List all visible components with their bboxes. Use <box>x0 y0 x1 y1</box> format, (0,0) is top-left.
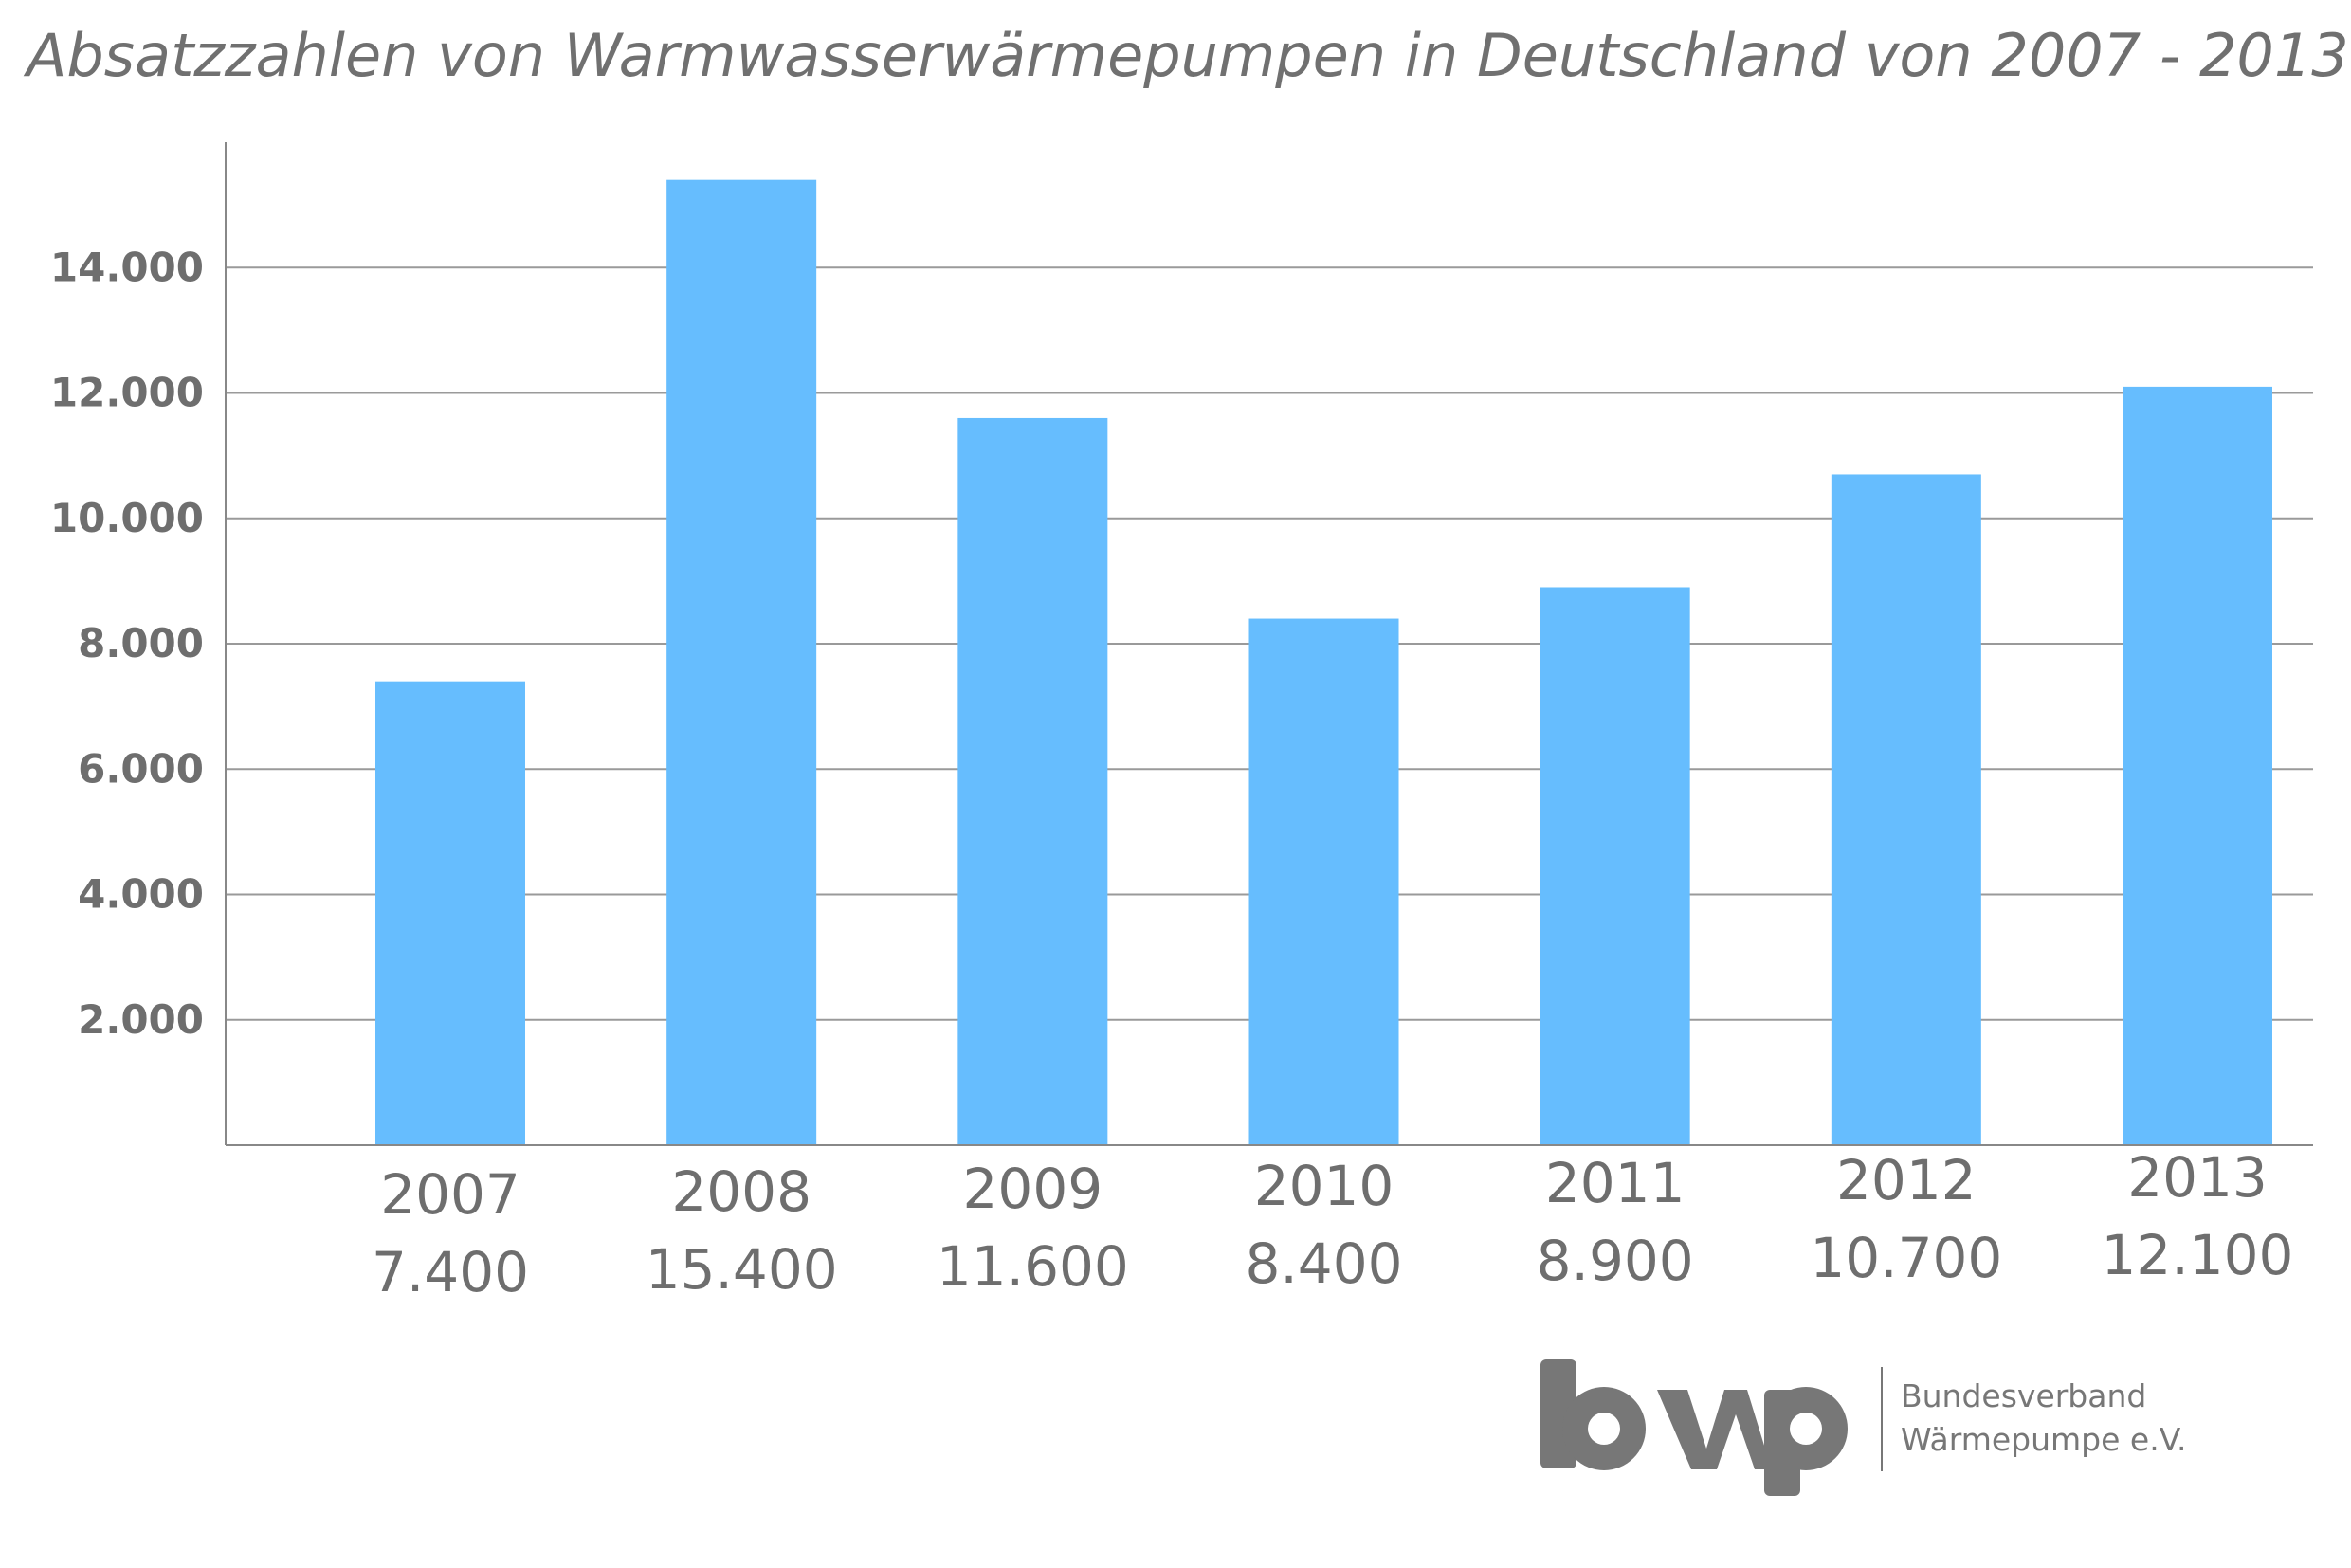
bars <box>375 179 2272 1146</box>
x-category-label: 2008 <box>671 1159 811 1224</box>
bar-2012 <box>1831 474 1981 1145</box>
x-category-label: 2010 <box>1254 1154 1394 1218</box>
bar-2007 <box>375 681 525 1145</box>
x-category-label: 2011 <box>1545 1151 1686 1215</box>
bar-2011 <box>1540 587 1690 1145</box>
chart-title: Absatzzahlen von Warmwasserwärmepumpen i… <box>23 21 2349 90</box>
y-tick-label: 2.000 <box>78 996 204 1043</box>
bar-2010 <box>1248 618 1399 1145</box>
y-tick-label: 6.000 <box>78 745 204 792</box>
y-tick-label: 10.000 <box>50 495 204 541</box>
bar-value-label: 15.400 <box>646 1237 838 1302</box>
bar-value-label: 8.900 <box>1537 1229 1694 1293</box>
bar-value-label: 10.700 <box>1810 1226 2002 1290</box>
bar-2009 <box>957 417 1108 1145</box>
x-category-label: 2013 <box>2127 1145 2268 1210</box>
y-tick-label: 12.000 <box>50 370 204 416</box>
y-tick-label: 4.000 <box>78 871 204 918</box>
x-category-label: 2007 <box>380 1162 520 1227</box>
logo-line-1: Bundesverband <box>1901 1377 2146 1414</box>
bar-value-label: 12.100 <box>2102 1223 2294 1287</box>
bar-2008 <box>666 179 817 1146</box>
y-tick-labels: 2.000 4.000 6.000 8.000 10.000 12.000 14.000 <box>50 244 204 1043</box>
x-labels: 2007 7.400 2008 15.400 2009 11.600 2010 8.400 20… <box>372 1145 2294 1304</box>
x-category-label: 2012 <box>1836 1148 1977 1212</box>
logo-line-2: Wärmepumpe e.V. <box>1901 1421 2187 1458</box>
y-tick-label: 14.000 <box>50 244 204 290</box>
bwp-logo: Bundesverband Wärmepumpe e.V. <box>1540 1359 2187 1496</box>
bar-value-label: 7.400 <box>372 1240 529 1304</box>
bar-value-label: 11.600 <box>937 1234 1129 1299</box>
y-tick-label: 8.000 <box>78 620 204 666</box>
bar-2013 <box>2123 386 2272 1145</box>
bar-value-label: 8.400 <box>1245 1231 1402 1296</box>
x-category-label: 2009 <box>963 1157 1103 1221</box>
